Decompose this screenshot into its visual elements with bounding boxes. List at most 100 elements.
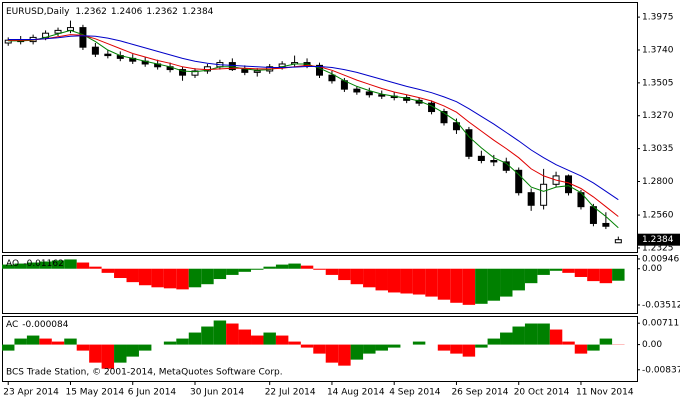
candle-body bbox=[527, 192, 535, 206]
oscillator-bar bbox=[599, 338, 613, 345]
oscillator-bar bbox=[363, 344, 376, 354]
oscillator-bar bbox=[126, 268, 139, 283]
y-tick-label: 1.3505 bbox=[642, 78, 674, 88]
candle-body bbox=[540, 183, 548, 206]
oscillator-bar bbox=[39, 261, 52, 269]
oscillator-bar bbox=[512, 326, 525, 345]
oscillator-bar bbox=[275, 264, 289, 269]
oscillator-bar bbox=[450, 344, 463, 354]
oscillator-bar bbox=[325, 268, 339, 275]
oscillator-bar bbox=[412, 341, 426, 345]
copyright: BCS Trade Station, © 2001-2014, MetaQuot… bbox=[6, 368, 283, 378]
oscillator-bar bbox=[188, 332, 202, 345]
candle-body bbox=[54, 29, 62, 34]
oscillator-bar bbox=[562, 341, 575, 345]
candle-body bbox=[104, 53, 112, 57]
oscillator-bar bbox=[288, 341, 301, 345]
candle-body bbox=[490, 160, 498, 163]
oscillator-bar bbox=[238, 329, 252, 345]
oscillator-bar bbox=[251, 268, 264, 270]
oscillator-bar bbox=[587, 268, 600, 282]
oscillator-bar bbox=[51, 341, 65, 345]
oscillator-bar bbox=[51, 260, 65, 269]
candle-body bbox=[79, 27, 87, 48]
oscillator-bar bbox=[475, 344, 488, 348]
x-tick-label: 4 Sep 2014 bbox=[389, 388, 441, 398]
oscillator-bar bbox=[138, 344, 152, 351]
oscillator-bar bbox=[537, 323, 550, 345]
oscillator-bar bbox=[313, 268, 326, 270]
oscillator-bar bbox=[14, 338, 27, 345]
oscillator-bar bbox=[101, 268, 115, 273]
oscillator-bar bbox=[201, 268, 214, 285]
candle-body bbox=[179, 69, 187, 76]
oscillator-bar bbox=[338, 344, 351, 366]
candle-body bbox=[353, 88, 361, 93]
y-tick-label: 1.2800 bbox=[642, 177, 674, 187]
oscillator-bar bbox=[562, 268, 575, 273]
oscillator-bar bbox=[2, 344, 15, 351]
oscillator-bar bbox=[387, 268, 401, 293]
y-tick-label: 0.00 bbox=[642, 264, 662, 274]
oscillator-bar bbox=[213, 320, 227, 345]
y-tick-label: 1.2560 bbox=[642, 211, 674, 221]
oscillator-bar bbox=[114, 268, 127, 279]
oscillator-bar bbox=[263, 266, 276, 269]
x-tick-label: 14 Aug 2014 bbox=[327, 388, 385, 398]
candle-body bbox=[465, 129, 473, 157]
x-tick-label: 11 Nov 2014 bbox=[576, 388, 634, 398]
header-open: 1.2362 bbox=[75, 7, 107, 17]
oscillator-bar bbox=[400, 268, 413, 294]
candle-body bbox=[589, 206, 597, 224]
oscillator-bar bbox=[238, 268, 252, 272]
candle-body bbox=[316, 64, 323, 76]
y-tick-label: 1.3270 bbox=[642, 111, 674, 121]
candle-body bbox=[203, 66, 211, 72]
candle-body bbox=[328, 74, 336, 82]
y-tick-label: 0.00711 bbox=[642, 319, 679, 329]
oscillator-bar bbox=[612, 268, 625, 281]
oscillator-bar bbox=[114, 344, 127, 363]
ac-last: -0.000084 bbox=[22, 320, 68, 330]
oscillator-bar bbox=[475, 268, 488, 304]
oscillator-bar bbox=[500, 332, 513, 345]
ac-title: AC bbox=[6, 320, 18, 330]
candle-body bbox=[365, 91, 373, 96]
y-tick-label: -0.00837 bbox=[642, 365, 680, 375]
oscillator-bar bbox=[412, 268, 426, 295]
candle-body bbox=[452, 122, 460, 131]
candle-body bbox=[191, 70, 199, 76]
candle-body bbox=[228, 62, 236, 71]
last-price-box bbox=[638, 233, 680, 246]
oscillator-bar bbox=[549, 329, 563, 345]
x-tick-label: 15 May 2014 bbox=[65, 388, 124, 398]
oscillator-bar bbox=[325, 344, 339, 363]
oscillator-bar bbox=[487, 268, 501, 301]
oscillator-bar bbox=[163, 341, 177, 345]
oscillator-bar bbox=[537, 268, 550, 275]
oscillator-bar bbox=[574, 268, 588, 277]
x-tick-label: 26 Sep 2014 bbox=[451, 388, 508, 398]
x-tick-label: 23 Apr 2014 bbox=[3, 388, 59, 398]
oscillator-bar bbox=[350, 344, 364, 360]
oscillator-bar bbox=[26, 262, 40, 269]
ao-panel bbox=[2, 255, 638, 314]
main-panel bbox=[2, 2, 638, 253]
ao-header: AO -0.01162 bbox=[6, 259, 64, 269]
x-tick-label: 20 Oct 2014 bbox=[514, 388, 570, 398]
oscillator-bar bbox=[64, 338, 77, 345]
oscillator-bar bbox=[213, 268, 227, 280]
oscillator-bar bbox=[76, 344, 90, 351]
oscillator-bar bbox=[574, 344, 588, 354]
oscillator-bar bbox=[101, 344, 115, 369]
oscillator-bar bbox=[26, 335, 40, 345]
candle-body bbox=[91, 46, 99, 55]
oscillator-bar bbox=[14, 263, 27, 269]
oscillator-bar bbox=[39, 338, 52, 345]
oscillator-bar bbox=[126, 344, 139, 357]
symbol: EURUSD,Daily bbox=[6, 7, 70, 17]
oscillator-bar bbox=[500, 268, 513, 297]
oscillator-bar bbox=[375, 268, 388, 291]
oscillator-bar bbox=[437, 268, 451, 300]
